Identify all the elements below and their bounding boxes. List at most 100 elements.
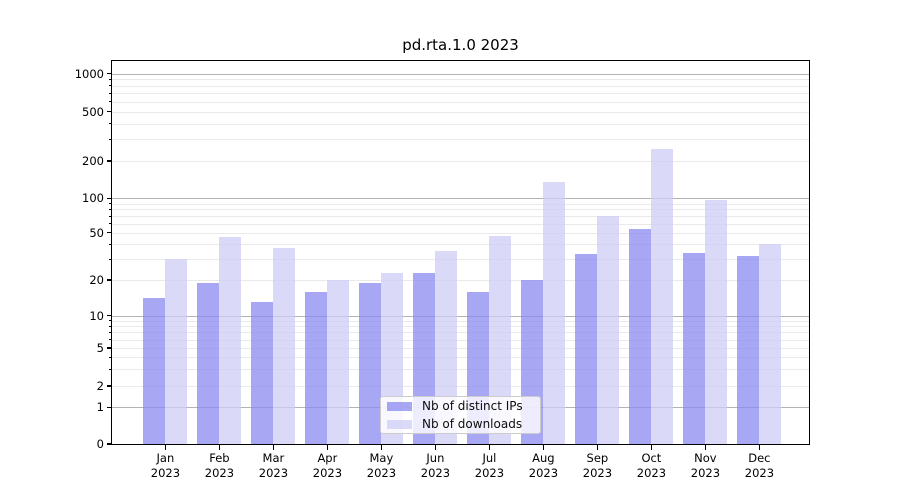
y-minor-tick-mark: [109, 339, 112, 340]
gridline-minor: [112, 85, 809, 87]
gridline-minor: [112, 232, 809, 234]
gridline-minor: [112, 320, 809, 322]
x-tick-label: Aug 2023: [528, 451, 559, 480]
bar-downloads: [597, 216, 620, 444]
gridline-minor: [112, 357, 809, 359]
gridline-minor: [112, 339, 809, 341]
legend-item-downloads: Nb of downloads: [387, 417, 532, 432]
bar-distinct-ips: [629, 228, 652, 444]
x-tick-label: Dec 2023: [744, 451, 775, 480]
gridline-minor: [112, 244, 809, 246]
gridline-minor: [112, 79, 809, 81]
y-tick-mark: [107, 315, 112, 317]
y-tick-mark: [107, 160, 112, 162]
legend-label-downloads: Nb of downloads: [422, 416, 523, 431]
legend-swatch-downloads: [387, 419, 412, 429]
y-tick-label: 10: [89, 308, 104, 323]
x-tick-mark: [164, 445, 166, 450]
x-tick-mark: [326, 445, 328, 450]
y-tick-mark: [107, 385, 112, 387]
legend-label-distinct-ips: Nb of distinct IPs: [422, 398, 523, 413]
gridline-minor: [112, 348, 809, 349]
y-tick-mark: [107, 406, 112, 408]
x-tick-label: Sep 2023: [582, 451, 613, 480]
x-tick-label: May 2023: [366, 451, 397, 480]
bar-downloads: [219, 237, 242, 444]
legend: Nb of distinct IPs Nb of downloads: [380, 396, 541, 434]
x-tick-mark: [704, 445, 706, 450]
bar-downloads: [489, 235, 512, 444]
y-minor-tick-mark: [109, 368, 112, 370]
gridline-minor: [112, 369, 809, 371]
x-tick-mark: [542, 445, 544, 450]
gridline-major: [112, 73, 809, 75]
y-tick-label: 5: [96, 341, 104, 355]
y-minor-tick-mark: [109, 123, 112, 125]
gridline-minor: [112, 111, 809, 113]
y-tick-label: 1000: [74, 66, 104, 81]
gridline-minor: [112, 93, 809, 95]
gridline-minor: [112, 161, 809, 162]
y-minor-tick-mark: [109, 356, 112, 358]
bar-downloads: [165, 259, 188, 444]
gridline-minor: [112, 203, 809, 205]
x-tick-mark: [434, 445, 436, 450]
gridline-minor: [112, 280, 809, 281]
bar-downloads: [759, 244, 782, 444]
y-minor-tick-mark: [109, 138, 112, 140]
bar-downloads: [327, 280, 350, 444]
y-tick-label: 50: [89, 225, 104, 240]
gridline-minor: [112, 101, 809, 103]
y-minor-tick-mark: [109, 320, 112, 322]
gridline-minor: [112, 216, 809, 217]
y-tick-mark: [107, 232, 112, 234]
y-minor-tick-mark: [109, 101, 112, 103]
gridline-minor: [112, 386, 809, 387]
x-tick-label: Apr 2023: [312, 451, 343, 480]
y-tick-label: 0: [96, 437, 104, 451]
gridline-major: [112, 315, 809, 317]
y-minor-tick-mark: [109, 215, 112, 217]
bar-distinct-ips: [197, 282, 220, 444]
y-tick-mark: [107, 347, 112, 349]
x-tick-label: Mar 2023: [258, 451, 289, 480]
y-tick-label: 2: [96, 379, 104, 393]
y-tick-mark: [107, 443, 112, 445]
y-minor-tick-mark: [109, 203, 112, 205]
bar-distinct-ips: [305, 291, 328, 444]
x-tick-label: Jul 2023: [474, 451, 505, 480]
gridline-minor: [112, 139, 809, 141]
y-minor-tick-mark: [109, 331, 112, 333]
x-tick-mark: [218, 445, 220, 450]
chart-title: pd.rta.1.0 2023: [402, 36, 519, 54]
x-tick-label: Nov 2023: [690, 451, 721, 480]
y-tick-label: 100: [82, 191, 104, 206]
y-tick-label: 20: [89, 273, 104, 287]
bar-distinct-ips: [251, 302, 274, 444]
gridline-minor: [112, 123, 809, 125]
y-minor-tick-mark: [109, 92, 112, 94]
y-minor-tick-mark: [109, 85, 112, 87]
x-tick-mark: [758, 445, 760, 450]
gridline-minor: [112, 209, 809, 211]
y-tick-mark: [107, 197, 112, 199]
y-tick-label: 200: [82, 154, 104, 168]
y-minor-tick-mark: [109, 78, 112, 80]
bar-distinct-ips: [359, 282, 382, 444]
bar-downloads: [543, 182, 566, 444]
x-tick-label: Jan 2023: [150, 451, 181, 480]
bar-distinct-ips: [683, 252, 706, 444]
legend-swatch-distinct-ips: [387, 401, 412, 411]
bar-distinct-ips: [575, 254, 598, 444]
y-tick-mark: [107, 279, 112, 281]
y-minor-tick-mark: [109, 243, 112, 245]
x-tick-mark: [488, 445, 490, 450]
x-tick-mark: [596, 445, 598, 450]
y-minor-tick-mark: [109, 325, 112, 327]
gridline-minor: [112, 326, 809, 328]
bar-downloads: [705, 199, 728, 444]
x-tick-label: Feb 2023: [204, 451, 235, 480]
y-minor-tick-mark: [109, 223, 112, 225]
x-tick-label: Oct 2023: [636, 451, 667, 480]
